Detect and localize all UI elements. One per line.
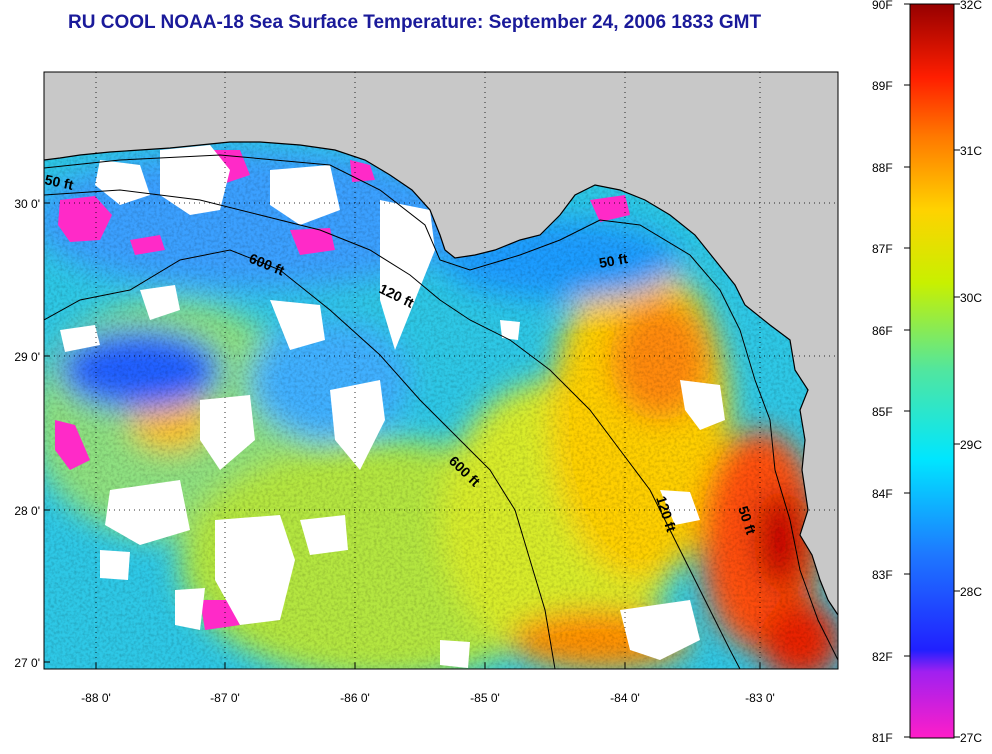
cb-f-88: 88F bbox=[872, 161, 893, 175]
map-title: RU COOL NOAA-18 Sea Surface Temperature:… bbox=[68, 12, 762, 33]
lon-label-86: -86 0' bbox=[340, 691, 370, 705]
lon-label-85: -85 0' bbox=[470, 691, 500, 705]
land-mass bbox=[44, 72, 838, 615]
cb-f-90: 90F bbox=[872, 0, 893, 12]
cb-c-28: 28C bbox=[960, 585, 983, 599]
lon-label-87: -87 0' bbox=[210, 691, 240, 705]
lat-label-29: 29 0' bbox=[14, 350, 40, 364]
cb-c-27: 27C bbox=[960, 731, 983, 745]
lat-label-27: 27 0' bbox=[14, 656, 40, 670]
contour-label-50ft-west: 50 ft bbox=[43, 171, 75, 193]
cb-f-87: 87F bbox=[872, 242, 893, 256]
cb-f-82: 82F bbox=[872, 650, 893, 664]
cb-f-83: 83F bbox=[872, 568, 893, 582]
lat-label-28: 28 0' bbox=[14, 504, 40, 518]
lon-label-88: -88 0' bbox=[81, 691, 111, 705]
cb-c-32: 32C bbox=[960, 0, 983, 12]
contour-label-50ft-bigbend: 50 ft bbox=[598, 250, 629, 271]
cb-c-31: 31C bbox=[960, 144, 983, 158]
cb-f-89: 89F bbox=[872, 79, 893, 93]
cb-f-85: 85F bbox=[872, 405, 893, 419]
colorbar bbox=[909, 3, 955, 739]
cb-f-81: 81F bbox=[872, 731, 893, 745]
cb-c-29: 29C bbox=[960, 438, 983, 452]
map-frame bbox=[43, 71, 839, 670]
lat-label-30: 30 0' bbox=[14, 197, 40, 211]
cb-f-86: 86F bbox=[872, 324, 893, 338]
cb-c-30: 30C bbox=[960, 291, 983, 305]
lon-label-83: -83 0' bbox=[745, 691, 775, 705]
lon-label-84: -84 0' bbox=[610, 691, 640, 705]
cb-f-84: 84F bbox=[872, 487, 893, 501]
